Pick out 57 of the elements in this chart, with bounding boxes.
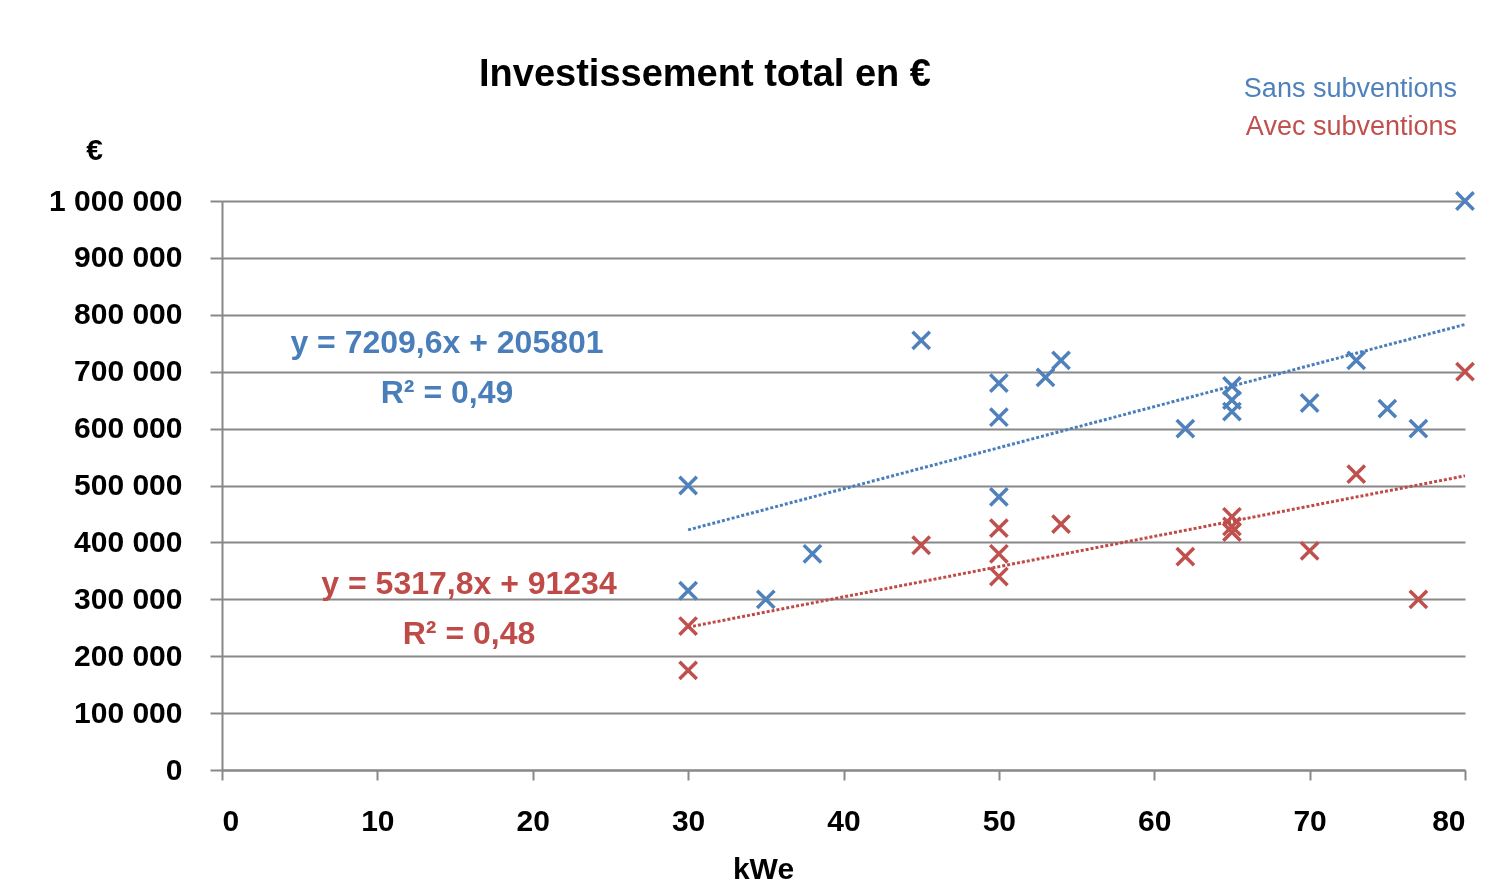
point	[677, 615, 699, 637]
point	[1174, 546, 1196, 568]
point	[988, 486, 1010, 508]
point	[1407, 418, 1429, 440]
y-tick-label: 900 000	[74, 240, 183, 274]
y-tick-label: 400 000	[74, 524, 183, 558]
y-tick-label: 700 000	[74, 354, 183, 388]
point	[755, 588, 777, 610]
point	[677, 475, 699, 496]
y-tick-label: 300 000	[74, 581, 183, 615]
y-axis-title: €	[86, 132, 104, 166]
x-tick-label: 0	[222, 803, 240, 837]
point	[1345, 349, 1367, 371]
x-tick-label: 50	[982, 803, 1017, 837]
annotation: y = 7209,6x + 205801	[290, 324, 604, 360]
y-tick-label: 100 000	[74, 695, 183, 729]
x-tick-label: 80	[1432, 803, 1466, 837]
annotation: R² = 0,49	[380, 374, 514, 410]
x-tick-label: 70	[1293, 803, 1327, 837]
point	[1299, 392, 1321, 414]
point	[988, 406, 1010, 428]
y-tick-label: 800 000	[74, 297, 183, 331]
point	[910, 329, 932, 351]
point	[1050, 349, 1072, 371]
text: Sans subventions	[1243, 73, 1457, 103]
point	[1454, 361, 1476, 383]
point	[677, 660, 699, 681]
point	[1221, 516, 1243, 537]
point	[1174, 418, 1196, 440]
x-tick-label: 10	[361, 803, 395, 837]
point	[988, 517, 1010, 539]
point	[1050, 513, 1072, 535]
y-tick-label: 200 000	[74, 638, 183, 672]
chart-title: Investissement total en €	[479, 52, 931, 94]
x-tick-label: 20	[516, 803, 550, 837]
point	[1407, 588, 1429, 610]
point	[1345, 463, 1367, 485]
x-axis-title: kWe	[732, 851, 795, 885]
point	[1035, 366, 1056, 388]
annotation: R² = 0,48	[402, 615, 536, 651]
y-tick-label: 1 000 000	[49, 183, 183, 217]
x-tick-label: 40	[827, 803, 861, 837]
point	[802, 543, 823, 565]
y-tick-label: 0	[165, 752, 183, 786]
point	[988, 372, 1010, 394]
point	[1376, 398, 1398, 420]
point	[910, 534, 932, 556]
annotation: y = 5317,8x + 91234	[321, 565, 617, 601]
y-tick-label: 500 000	[74, 468, 183, 501]
point	[1299, 540, 1321, 562]
x-tick-label: 30	[671, 803, 706, 837]
y-tick-label: 600 000	[74, 411, 183, 445]
point	[677, 580, 699, 602]
text: Avec subventions	[1245, 111, 1457, 141]
x-tick-label: 60	[1138, 803, 1172, 837]
point	[1454, 190, 1476, 212]
point	[1221, 401, 1243, 422]
